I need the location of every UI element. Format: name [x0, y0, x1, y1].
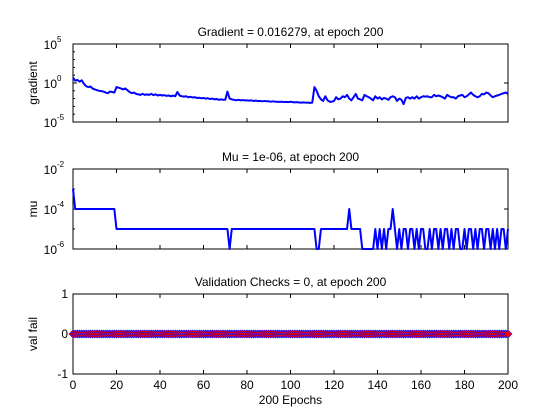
x-axis-label: 200 Epochs	[259, 393, 322, 407]
y-tick-exponent: 5	[57, 35, 62, 44]
x-tick-label: 80	[240, 378, 254, 392]
y-tick-label: 1	[61, 287, 68, 301]
x-tick-label: 20	[110, 378, 124, 392]
series-line	[72, 188, 509, 250]
y-tick-label: 10	[44, 116, 58, 130]
y-tick-exponent: 0	[57, 74, 62, 83]
y-tick-label: 10	[44, 38, 58, 52]
y-tick-label: 10	[44, 163, 58, 177]
x-tick-label: 180	[454, 378, 474, 392]
axes-box	[72, 168, 509, 250]
x-tick-label: 200	[498, 378, 518, 392]
y-tick-label: 0	[61, 327, 68, 341]
axes-box	[72, 43, 509, 123]
y-tick-exponent: -2	[57, 160, 65, 169]
data-point-marker	[503, 329, 513, 339]
y-tick-exponent: -6	[57, 240, 65, 249]
y-tick-label: 10	[44, 77, 58, 91]
subplot-title: Validation Checks = 0, at epoch 200	[195, 275, 387, 289]
subplot-3: Validation Checks = 0, at epoch 200 val f…	[26, 275, 518, 407]
y-tick-label: -1	[57, 367, 68, 381]
y-axis-label: gradient	[26, 61, 40, 105]
x-tick-label: 100	[280, 378, 300, 392]
x-tick-label: 120	[324, 378, 344, 392]
y-axis-label: mu	[26, 201, 40, 218]
y-axis-label: val fail	[26, 317, 40, 351]
subplot-1: Gradient = 0.016279, at epoch 200 gradien…	[26, 25, 509, 130]
series-line	[72, 76, 509, 106]
x-tick-label: 60	[197, 378, 211, 392]
x-tick-label: 160	[411, 378, 431, 392]
x-tick-label: 40	[153, 378, 167, 392]
y-tick-exponent: -4	[57, 200, 65, 209]
y-tick-label: 10	[44, 203, 58, 217]
subplot-title: Gradient = 0.016279, at epoch 200	[198, 25, 384, 39]
x-tick-label: 140	[367, 378, 387, 392]
y-tick-exponent: -5	[57, 113, 65, 122]
x-tick-label: 0	[70, 378, 77, 392]
subplot-title: Mu = 1e-06, at epoch 200	[222, 150, 359, 164]
y-tick-label: 10	[44, 243, 58, 257]
